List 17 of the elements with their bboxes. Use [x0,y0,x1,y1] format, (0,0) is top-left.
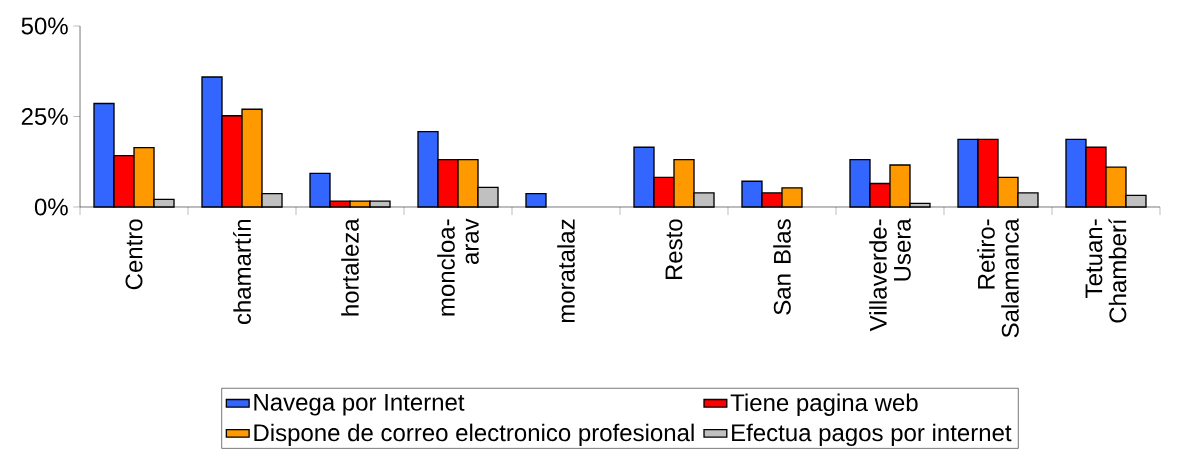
x-tick-label: moncloa-arav [437,218,479,316]
x-tick-label: Retiro-Salamanca [977,218,1019,338]
legend-label: Tiene pagina web [730,393,918,416]
x-tick-label: Resto [665,219,683,280]
y-tick-label: 50% [21,17,68,35]
x-tick-label: Centro [125,219,143,290]
legend-label: Navega por Internet [254,394,465,416]
y-tick-label: 0% [34,198,68,216]
x-tick-label: chamartín [233,219,251,325]
x-tick-label: Villaverde-Usera [869,218,911,332]
y-tick-label: 25% [21,107,68,125]
legend-label: Dispone de correo electronico profesional [254,423,694,447]
x-tick-label: moratalaz [557,219,575,323]
x-tick-label: Tetuan-Chamberí [1085,218,1127,323]
x-tick-label: hortaleza [341,218,359,316]
x-tick-label: San Blas [773,219,791,315]
legend-label: Efectua pagos por internet [732,423,1012,447]
